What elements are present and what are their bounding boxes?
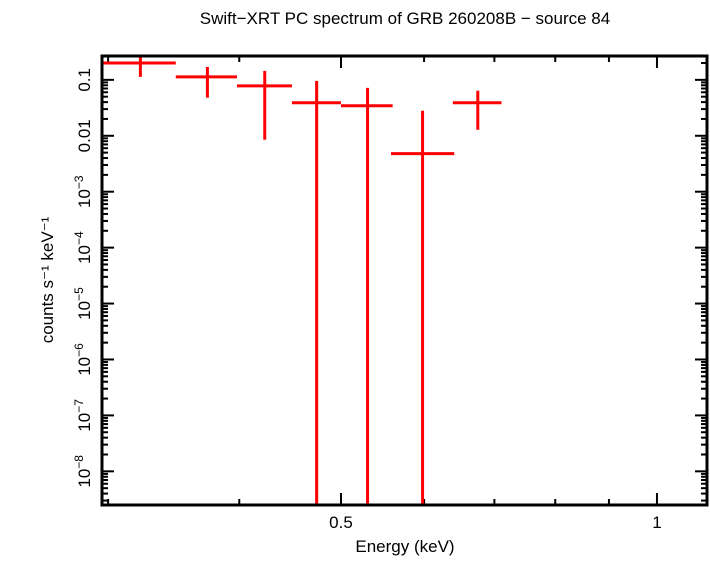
y-tick-label: 0.01 bbox=[75, 119, 94, 152]
data-point bbox=[340, 87, 393, 505]
y-tick-label: 10−6 bbox=[72, 343, 94, 376]
data-point bbox=[102, 56, 176, 77]
y-tick-label: 10−7 bbox=[72, 399, 94, 432]
plot-frame bbox=[100, 54, 709, 507]
y-tick-label: 10−5 bbox=[72, 287, 94, 320]
data-point bbox=[236, 70, 292, 140]
data-point bbox=[391, 110, 455, 505]
y-tick-label: 0.1 bbox=[75, 68, 94, 92]
x-axis-label: Energy (keV) bbox=[355, 537, 454, 556]
x-tick-label: 1 bbox=[652, 513, 661, 532]
data-point bbox=[291, 80, 341, 505]
y-axis-label: counts s⁻¹ keV⁻¹ bbox=[38, 216, 57, 343]
x-tick-label: 0.5 bbox=[329, 513, 353, 532]
y-tick-label: 10−4 bbox=[72, 231, 94, 264]
data-point bbox=[175, 66, 237, 98]
data-point bbox=[452, 90, 502, 130]
y-tick-label: 10−8 bbox=[72, 455, 94, 488]
chart-title: Swift−XRT PC spectrum of GRB 260208B − s… bbox=[200, 9, 610, 28]
y-tick-label: 10−3 bbox=[72, 175, 94, 208]
